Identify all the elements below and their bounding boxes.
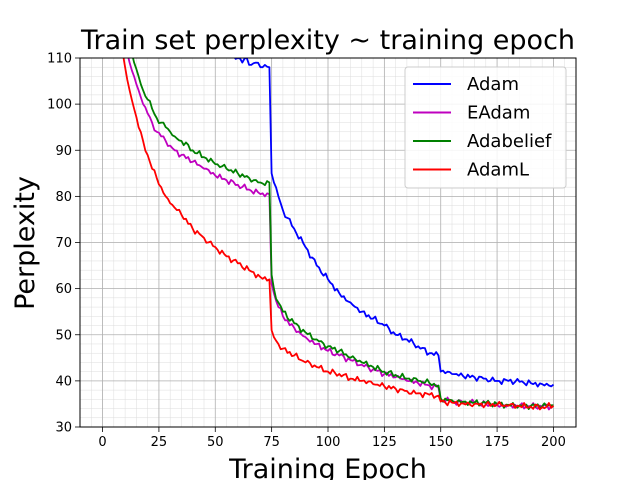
legend-box: [404, 66, 567, 189]
series-line-adaml: [122, 58, 555, 411]
legend: Adam EAdam Adabelief AdamL: [404, 66, 567, 189]
y-tick-label: 80: [55, 190, 72, 205]
chart-title: Train set perplexity ~ training epoch: [80, 25, 575, 56]
y-tick-label: 30: [55, 421, 72, 436]
y-tick-label: 60: [55, 282, 72, 297]
series-line-adabelief: [132, 58, 554, 411]
x-tick-label: 150: [428, 435, 453, 450]
y-tick-label: 40: [55, 374, 72, 389]
x-tick-label: 50: [207, 435, 224, 450]
series-layer: [122, 58, 555, 411]
x-axis-label: Training Epoch: [228, 454, 427, 480]
y-tick-label: 70: [55, 236, 72, 251]
y-tick-label: 90: [55, 144, 72, 159]
axis-ticks: 0 25 50 75 100 125 150 175 200 30 40 50 60 70 80 90 100 1…: [47, 52, 566, 451]
legend-label-eadam: EAdam: [467, 103, 530, 124]
legend-label-adam: Adam: [467, 74, 519, 95]
y-tick-label: 50: [55, 328, 72, 343]
y-axis-label: Perplexity: [10, 176, 41, 310]
x-tick-label: 100: [316, 435, 341, 450]
series-line-adam: [233, 58, 555, 388]
y-tick-label: 100: [47, 98, 72, 113]
y-tick-label: 110: [47, 52, 72, 67]
x-tick-label: 0: [98, 435, 106, 450]
legend-label-adaml: AdamL: [467, 160, 529, 181]
x-tick-label: 125: [372, 435, 397, 450]
x-tick-label: 75: [263, 435, 280, 450]
x-tick-label: 200: [541, 435, 566, 450]
x-tick-label: 175: [485, 435, 510, 450]
x-tick-label: 25: [151, 435, 168, 450]
legend-label-adabelief: Adabelief: [467, 131, 552, 152]
